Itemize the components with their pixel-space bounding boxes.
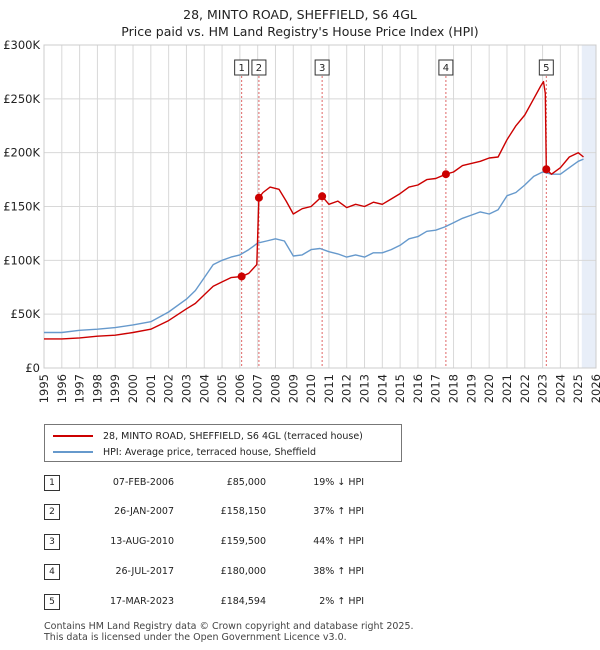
legend: 28, MINTO ROAD, SHEFFIELD, S6 4GL (terra… <box>44 424 402 462</box>
row-date: 13-AUG-2010 <box>110 536 174 547</box>
row-date: 26-JAN-2007 <box>114 506 174 517</box>
x-tick-label: 2023 <box>536 374 550 403</box>
x-tick-label: 2011 <box>322 374 336 403</box>
x-tick-label: 2005 <box>215 374 229 403</box>
row-hpi: 2% ↑ HPI <box>319 596 364 607</box>
x-tick-label: 2006 <box>233 374 247 403</box>
sale-label: 2 <box>256 63 262 74</box>
y-tick-label: £300K <box>3 38 40 52</box>
title-line-2: Price paid vs. HM Land Registry's House … <box>121 24 479 39</box>
title-line-1: 28, MINTO ROAD, SHEFFIELD, S6 4GL <box>183 7 417 22</box>
x-tick-label: 2013 <box>358 374 372 403</box>
legend-swatch-hpi <box>53 451 93 453</box>
row-price: £184,594 <box>220 596 266 607</box>
sale-label: 3 <box>319 63 325 74</box>
row-price: £85,000 <box>226 477 266 488</box>
sale-point <box>542 165 551 174</box>
y-tick-label: £250K <box>3 92 40 106</box>
x-tick-label: 2025 <box>571 374 585 403</box>
row-number: 5 <box>44 594 60 610</box>
sale-label-box <box>438 59 454 76</box>
row-price: £158,150 <box>220 506 266 517</box>
row-date: 17-MAR-2023 <box>109 596 174 607</box>
sale-label-box <box>234 59 250 76</box>
x-tick-label: 2015 <box>393 374 407 403</box>
x-tick-label: 2004 <box>197 374 211 403</box>
x-tick-label: 2009 <box>286 374 300 403</box>
x-tick-label: 2010 <box>304 374 318 403</box>
row-hpi: 19% ↓ HPI <box>313 477 364 488</box>
table-row: 1 07-FEB-2006 £85,000 19% ↓ HPI <box>44 475 444 491</box>
table-row: 5 17-MAR-2023 £184,594 2% ↑ HPI <box>44 594 444 610</box>
row-date: 07-FEB-2006 <box>112 477 174 488</box>
x-tick-label: 1995 <box>37 374 51 403</box>
x-tick-label: 1997 <box>73 374 87 403</box>
legend-item-hpi: HPI: Average price, terraced house, Shef… <box>53 445 316 459</box>
sale-label-box <box>538 59 554 76</box>
x-tick-label: 2008 <box>268 374 282 403</box>
x-tick-label: 2007 <box>251 374 265 403</box>
x-tick-label: 2002 <box>162 374 176 403</box>
sale-label: 1 <box>238 63 244 74</box>
legend-label-property: 28, MINTO ROAD, SHEFFIELD, S6 4GL (terra… <box>103 430 363 442</box>
table-row: 4 26-JUL-2017 £180,000 38% ↑ HPI <box>44 564 444 580</box>
property-price-line <box>44 80 584 340</box>
sale-label: 5 <box>543 63 549 74</box>
row-date: 26-JUL-2017 <box>115 566 174 577</box>
row-number: 2 <box>44 504 60 520</box>
x-tick-label: 2003 <box>179 374 193 403</box>
table-row: 2 26-JAN-2007 £158,150 37% ↑ HPI <box>44 504 444 520</box>
x-tick-label: 2021 <box>500 374 514 403</box>
legend-item-property: 28, MINTO ROAD, SHEFFIELD, S6 4GL (terra… <box>53 429 363 443</box>
hpi-line <box>44 158 584 334</box>
table-row: 3 13-AUG-2010 £159,500 44% ↑ HPI <box>44 534 444 550</box>
row-number: 1 <box>44 475 60 491</box>
x-tick-label: 2012 <box>340 374 354 403</box>
row-hpi: 38% ↑ HPI <box>313 566 364 577</box>
sale-label-box <box>314 59 330 76</box>
row-hpi: 37% ↑ HPI <box>313 506 364 517</box>
sale-point <box>254 193 263 202</box>
x-tick-label: 2026 <box>589 374 600 403</box>
chart-title: 28, MINTO ROAD, SHEFFIELD, S6 4GL Price … <box>0 6 600 40</box>
y-tick-label: £50K <box>11 307 41 321</box>
sale-label-box <box>251 59 267 76</box>
x-tick-label: 1996 <box>55 374 69 403</box>
price-chart: £0 £50K £100K £150K £200K £250K £300K 1995 1996 1… <box>3 38 600 403</box>
x-tick-label: 2019 <box>464 374 478 403</box>
y-tick-label: £200K <box>3 146 40 160</box>
legend-swatch-property <box>53 435 93 437</box>
plot-area <box>43 44 597 369</box>
row-number: 3 <box>44 534 60 550</box>
sale-label: 4 <box>443 63 449 74</box>
x-tick-label: 1998 <box>90 374 104 403</box>
sale-point <box>237 272 246 281</box>
legend-label-hpi: HPI: Average price, terraced house, Shef… <box>103 446 317 458</box>
x-tick-label: 2022 <box>518 374 532 403</box>
row-price: £180,000 <box>220 566 266 577</box>
x-tick-label: 1999 <box>108 374 122 403</box>
sale-point <box>441 170 450 179</box>
x-tick-label: 2001 <box>144 374 158 403</box>
row-number: 4 <box>44 564 60 580</box>
y-tick-label: £150K <box>3 200 40 214</box>
footer-license: This data is licensed under the Open Gov… <box>44 632 347 643</box>
x-tick-label: 2018 <box>447 374 461 403</box>
x-tick-label: 2014 <box>375 374 389 403</box>
row-price: £159,500 <box>220 536 266 547</box>
y-tick-label: £0 <box>25 361 40 375</box>
x-tick-label: 2000 <box>126 374 140 403</box>
x-tick-label: 2020 <box>482 374 496 403</box>
x-tick-label: 2024 <box>553 374 567 403</box>
x-tick-label: 2017 <box>429 374 443 403</box>
sale-point <box>318 192 327 201</box>
footer-copyright: Contains HM Land Registry data © Crown c… <box>44 621 414 632</box>
row-hpi: 44% ↑ HPI <box>313 536 364 547</box>
y-tick-label: £100K <box>3 253 40 267</box>
x-tick-label: 2016 <box>411 374 425 403</box>
footer: Contains HM Land Registry data © Crown c… <box>44 621 414 643</box>
